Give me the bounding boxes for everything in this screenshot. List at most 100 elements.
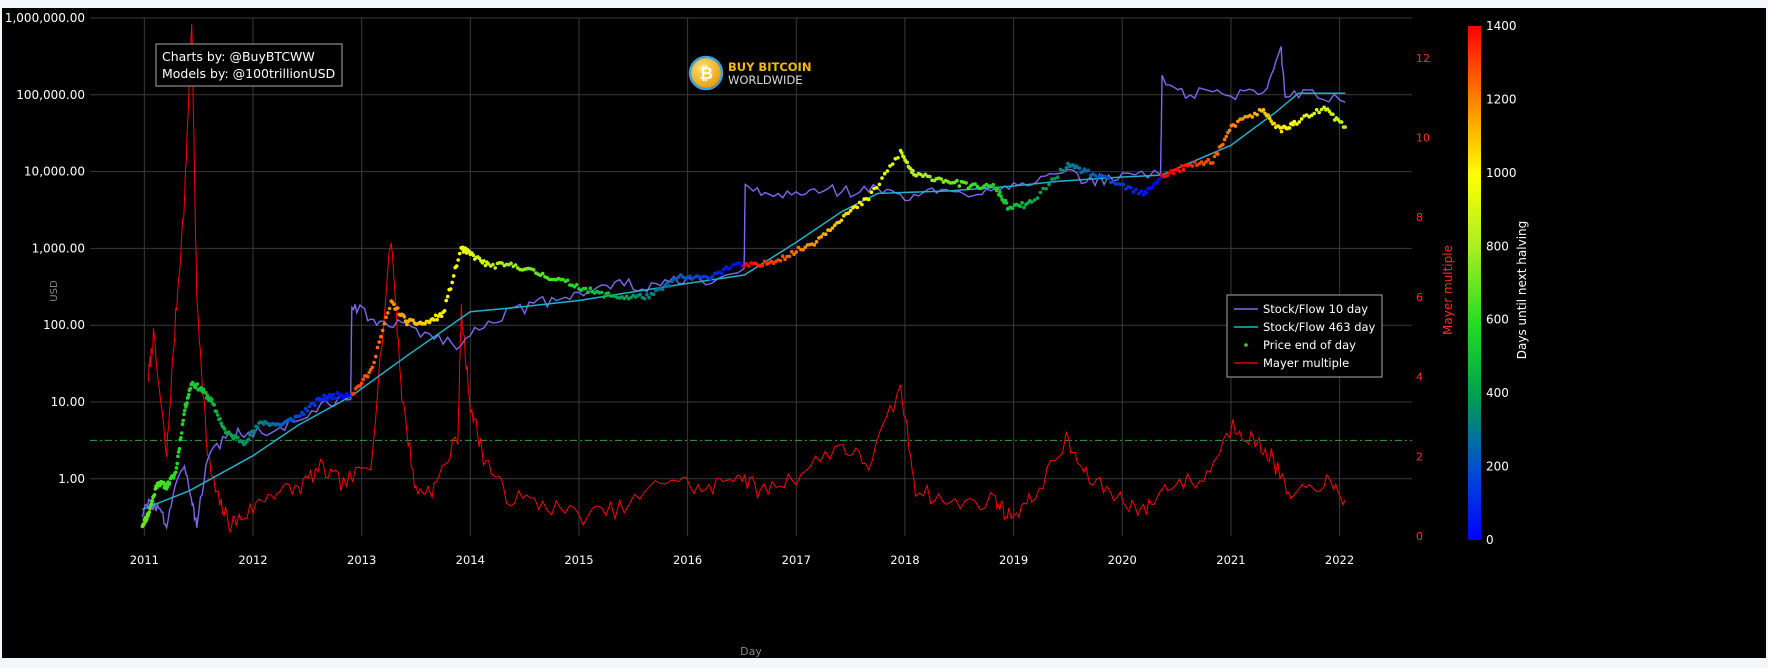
price-point [1071, 163, 1075, 167]
price-point [1317, 110, 1321, 115]
logo-line-2: WORLDWIDE [728, 73, 803, 87]
price-point [719, 271, 724, 276]
price-point [231, 436, 236, 441]
price-point [298, 414, 302, 418]
price-point [175, 461, 179, 466]
colorbar-tick-label: 0 [1486, 533, 1494, 547]
price-point [1267, 116, 1272, 120]
price-point [177, 447, 182, 451]
price-point [392, 302, 396, 307]
mayer-multiple-line [148, 24, 1346, 535]
price-point [471, 253, 476, 257]
price-point [638, 292, 642, 297]
y-right-tick-label: 2 [1416, 450, 1423, 463]
price-point [724, 265, 728, 269]
price-point [167, 481, 172, 485]
price-point [667, 284, 672, 288]
y-axis-left-label: USD [49, 280, 60, 302]
price-point [900, 151, 904, 155]
price-point [195, 382, 200, 386]
price-point [500, 261, 504, 265]
price-point [358, 384, 362, 388]
price-point [833, 223, 837, 227]
price-point [869, 190, 874, 194]
y-right-tick-label: 12 [1416, 52, 1430, 65]
price-point [839, 218, 844, 223]
price-point [1287, 126, 1292, 130]
price-point [439, 314, 444, 319]
price-point [742, 264, 746, 268]
price-point [222, 427, 227, 431]
price-point [457, 251, 462, 256]
price-point [182, 408, 187, 413]
price-point [365, 374, 370, 379]
price-point [1111, 180, 1115, 184]
x-tick-label: 2022 [1325, 553, 1354, 567]
price-point [1192, 160, 1197, 164]
chart-svg: 2011 2012 2013 2014 2015 2016 2017 2018 2019 2020… [5, 11, 1529, 658]
y-left-tick-label: 1.00 [58, 472, 85, 486]
colorbar-ticks: 0 200 400 600 800 1000 1200 1400 [1486, 19, 1517, 547]
price-point [1181, 167, 1186, 172]
price-point [187, 392, 191, 397]
y-right-tick-label: 6 [1416, 291, 1423, 304]
price-point [370, 365, 375, 370]
price-point [384, 315, 388, 320]
price-point [676, 275, 681, 279]
price-point [1211, 161, 1215, 165]
price-point [746, 264, 751, 268]
price-point [939, 177, 943, 181]
price-point [179, 436, 183, 440]
x-tick-label: 2021 [1216, 553, 1245, 567]
price-point [1035, 196, 1040, 200]
price-point [1199, 160, 1204, 164]
price-point [1165, 173, 1170, 178]
price-point [1190, 164, 1195, 168]
price-point [305, 409, 310, 413]
price-point [193, 385, 198, 390]
price-point [218, 417, 222, 421]
price-point [860, 202, 864, 207]
price-point [155, 485, 159, 490]
price-point [955, 178, 959, 183]
price-point [1053, 176, 1057, 181]
y-left-tick-label: 10,000.00 [24, 165, 85, 179]
price-point [1121, 182, 1126, 187]
price-point [176, 454, 180, 459]
price-point [1155, 180, 1159, 185]
price-point [454, 264, 459, 268]
price-point [374, 354, 378, 359]
price-point [1086, 168, 1091, 173]
price-point [402, 314, 407, 319]
stock-flow-463-series [142, 92, 1346, 511]
price-point [1216, 152, 1220, 156]
price-point [214, 409, 219, 414]
logo-line-1: BUY BITCOIN [728, 60, 811, 74]
price-point [236, 435, 240, 440]
price-point [255, 425, 260, 430]
legend-label-sf463: Stock/Flow 463 day [1263, 320, 1376, 334]
price-point [380, 328, 385, 333]
colorbar-gradient [1468, 26, 1481, 540]
price-point [1018, 204, 1022, 208]
price-point [1212, 154, 1217, 159]
price-point [1169, 168, 1174, 173]
price-point [1309, 113, 1314, 118]
price-point [444, 298, 449, 303]
price-point [848, 208, 853, 213]
x-tick-label: 2015 [564, 553, 593, 567]
x-tick-label: 2016 [673, 553, 702, 567]
price-point [1221, 142, 1225, 147]
x-tick-label: 2014 [456, 553, 485, 567]
price-point [382, 322, 387, 326]
price-point [246, 437, 251, 442]
price-point [1038, 190, 1043, 195]
price-point [1322, 105, 1326, 110]
price-point [783, 257, 787, 262]
price-point [893, 157, 898, 161]
price-point [966, 186, 971, 191]
price-point [483, 263, 488, 268]
price-point [149, 502, 154, 506]
price-point [665, 281, 669, 285]
price-point [778, 258, 783, 263]
